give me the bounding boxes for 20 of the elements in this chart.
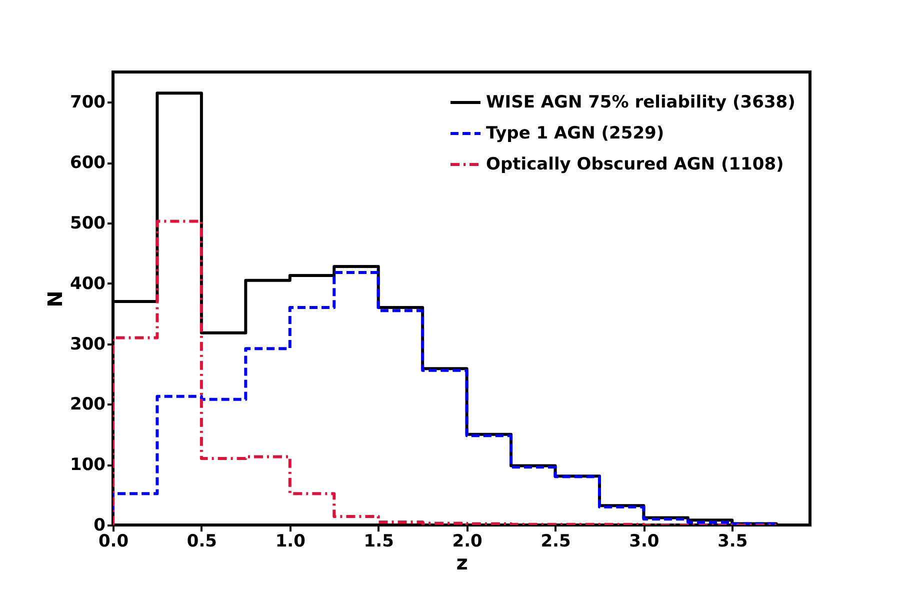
y-tick-label: 700: [70, 92, 106, 113]
x-axis-title: z: [456, 550, 468, 574]
legend-label: WISE AGN 75% reliability (3638): [486, 92, 796, 112]
x-tick-label: 1.5: [364, 532, 394, 552]
x-tick-label: 1.0: [275, 532, 306, 552]
legend-label: Type 1 AGN (2529): [486, 124, 664, 144]
y-tick-label: 200: [70, 394, 106, 415]
x-tick-label: 0.5: [186, 532, 218, 552]
y-tick-label: 300: [70, 334, 106, 354]
y-tick-label: 500: [70, 214, 106, 234]
x-tick-label: 0.0: [98, 532, 129, 552]
y-tick-label: 100: [70, 455, 106, 476]
x-tick-label: 2.5: [540, 532, 571, 552]
x-tick-label: 3.0: [629, 532, 660, 552]
y-tick-label: 600: [70, 153, 106, 174]
x-tick-label: 3.5: [718, 532, 748, 552]
legend-label: Optically Obscured AGN (1108): [486, 154, 784, 174]
x-tick-label: 2.0: [452, 532, 483, 552]
y-axis-title: N: [43, 290, 68, 308]
y-tick-label: 400: [70, 274, 106, 294]
